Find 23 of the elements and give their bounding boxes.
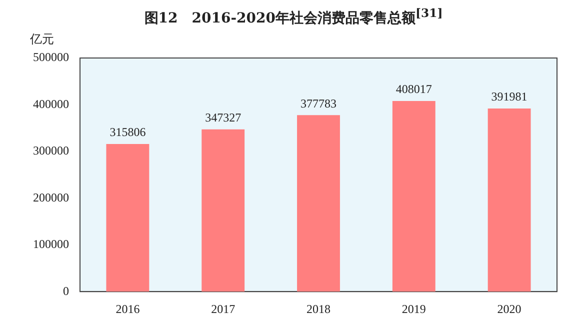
- y-tick-label: 400000: [33, 96, 69, 111]
- bar: [297, 115, 340, 292]
- y-tick-label: 300000: [33, 144, 69, 158]
- x-tick-label: 2020: [497, 302, 522, 316]
- y-tick-label: 500000: [33, 50, 69, 64]
- y-axis-title: 亿元: [29, 32, 54, 46]
- data-label: 347327: [205, 110, 242, 124]
- data-label: 315806: [110, 125, 146, 140]
- bar: [202, 129, 245, 292]
- data-label: 408017: [396, 82, 432, 96]
- bar: [106, 144, 150, 292]
- x-tick-label: 2017: [211, 302, 236, 316]
- bar: [392, 100, 436, 292]
- chart-title: 图12 2016-2020年社会消费品零售总额$^{[31]}$: [143, 6, 444, 28]
- data-label: 377783: [300, 96, 336, 110]
- y-tick-label: 200000: [33, 190, 69, 204]
- y-tick-label: 100000: [33, 237, 69, 252]
- bar: [488, 108, 531, 292]
- x-tick-label: 2019: [402, 302, 426, 316]
- x-tick-label: 2018: [306, 302, 330, 316]
- x-tick-label: 2016: [116, 302, 140, 316]
- data-label: 391981: [491, 90, 528, 104]
- y-tick-label: 0: [63, 284, 69, 298]
